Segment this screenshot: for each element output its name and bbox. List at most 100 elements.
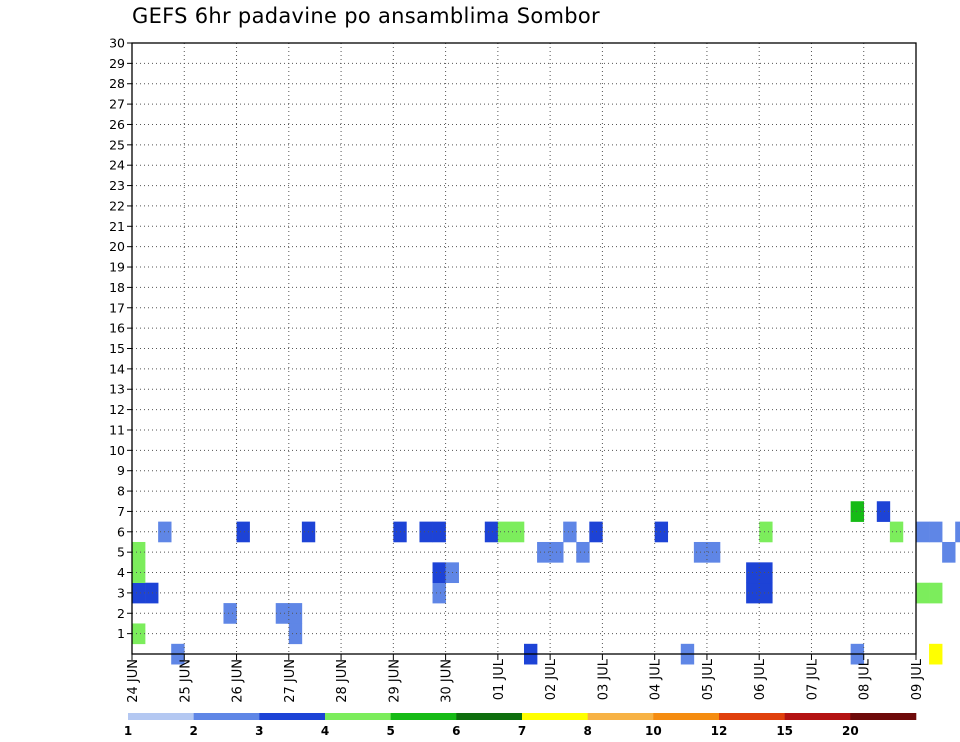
y-tick-label: 22 [109, 198, 125, 213]
heatmap-cell [432, 562, 446, 584]
y-tick-label: 20 [109, 239, 125, 254]
colorbar-tick-label: 20 [842, 724, 859, 738]
heatmap-cell [576, 541, 590, 563]
y-tick-label: 28 [109, 76, 125, 91]
y-tick-label: 5 [117, 545, 125, 560]
heatmap-cell [929, 582, 943, 604]
heatmap-cell [236, 521, 250, 543]
colorbar-swatch [784, 713, 851, 720]
y-tick-label: 15 [109, 341, 125, 356]
colorbar-swatch [719, 713, 785, 720]
x-tick-label: 07 JUL [805, 658, 820, 700]
heatmap-cell [275, 603, 290, 624]
y-tick-label: 27 [109, 97, 125, 112]
colorbar-tick-label: 1 [124, 724, 132, 738]
heatmap-cell [537, 541, 551, 563]
colorbar-tick-label: 8 [583, 724, 591, 738]
heatmap-cell [563, 521, 577, 543]
heatmap-cell [288, 623, 303, 645]
heatmap-cell [132, 541, 146, 563]
heatmap-cell [759, 562, 773, 584]
x-tick-label: 09 JUL [910, 658, 925, 700]
colorbar-swatch [653, 713, 720, 720]
y-tick-label: 29 [109, 56, 125, 71]
colorbar-tick-label: 5 [386, 724, 394, 738]
y-tick-label: 11 [109, 422, 125, 437]
x-tick-label: 06 JUL [753, 658, 768, 700]
colorbar-swatch [325, 713, 391, 720]
colorbar-tick-label: 12 [711, 724, 728, 738]
heatmap-cell [955, 521, 960, 543]
x-tick-label: 01 JUL [492, 658, 507, 700]
y-tick-label: 3 [117, 585, 125, 600]
colorbar-tick-label: 6 [452, 724, 460, 738]
y-tick-label: 9 [117, 463, 125, 478]
heatmap-cell [759, 521, 773, 543]
colorbar-swatch [128, 713, 194, 720]
colorbar-swatch [522, 713, 588, 720]
colorbar-tick-label: 4 [321, 724, 329, 738]
x-tick-label: 04 JUL [649, 658, 664, 700]
x-tick-label: 28 JUN [335, 659, 350, 703]
y-tick-label: 21 [109, 219, 125, 234]
heatmap-cell [132, 623, 146, 645]
colorbar-tick-label: 3 [255, 724, 263, 738]
y-tick-label: 30 [109, 36, 125, 51]
heatmap-cell [288, 603, 303, 624]
y-tick-label: 12 [109, 402, 125, 417]
heatmap-cell [419, 521, 433, 543]
x-tick-label: 03 JUL [596, 658, 611, 700]
heatmap-cell [850, 501, 865, 522]
y-tick-label: 16 [109, 321, 125, 336]
heatmap-cell [916, 521, 930, 543]
heatmap-cell [942, 541, 956, 563]
colorbar-swatch [587, 713, 654, 720]
x-tick-label: 29 JUN [387, 659, 402, 703]
chart-title: GEFS 6hr padavine po ansamblima Sombor [132, 4, 600, 28]
heatmap-cell [145, 582, 159, 604]
x-tick-label: 26 JUN [231, 659, 246, 703]
x-tick-label: 05 JUL [701, 658, 716, 700]
heatmap-cell [432, 521, 446, 543]
heatmap-cell [759, 582, 773, 604]
y-tick-label: 6 [117, 524, 125, 539]
y-tick-label: 1 [117, 626, 125, 641]
heatmap-cell [432, 582, 446, 604]
heatmap-cell [929, 521, 943, 543]
x-tick-label: 27 JUN [283, 659, 298, 703]
y-tick-label: 19 [109, 260, 125, 275]
y-tick-label: 7 [117, 504, 125, 519]
y-tick-label: 18 [109, 280, 125, 295]
colorbar-swatch [259, 713, 326, 720]
heatmap-cell [510, 521, 525, 543]
y-tick-label: 14 [109, 361, 125, 376]
colorbar-tick-label: 2 [189, 724, 197, 738]
colorbar-tick-label: 10 [645, 724, 662, 738]
colorbar-swatch [193, 713, 260, 720]
y-tick-label: 23 [109, 178, 125, 193]
heatmap-cell [929, 643, 943, 665]
x-tick-label: 02 JUL [544, 658, 559, 700]
heatmap-cell [876, 501, 891, 522]
x-tick-label: 24 JUN [126, 659, 141, 703]
x-tick-label: 08 JUL [858, 658, 873, 700]
y-tick-label: 26 [109, 117, 125, 132]
colorbar-swatch [850, 713, 917, 720]
x-tick-label: 25 JUN [178, 659, 193, 703]
heatmap-cell [223, 603, 237, 624]
y-tick-label: 8 [117, 484, 125, 499]
colorbar-swatch [390, 713, 457, 720]
y-tick-label: 2 [117, 606, 125, 621]
y-tick-label: 17 [109, 300, 125, 315]
colorbar-tick-label: 7 [518, 724, 526, 738]
y-tick-label: 25 [109, 137, 125, 152]
y-tick-label: 4 [117, 565, 125, 580]
y-tick-label: 10 [109, 443, 125, 458]
colorbar-swatch [456, 713, 523, 720]
y-tick-label: 13 [109, 382, 125, 397]
heatmap-cell [484, 521, 499, 543]
heatmap-cell [706, 541, 721, 563]
heatmap-cell [916, 582, 930, 604]
heatmap-cell [132, 582, 146, 604]
